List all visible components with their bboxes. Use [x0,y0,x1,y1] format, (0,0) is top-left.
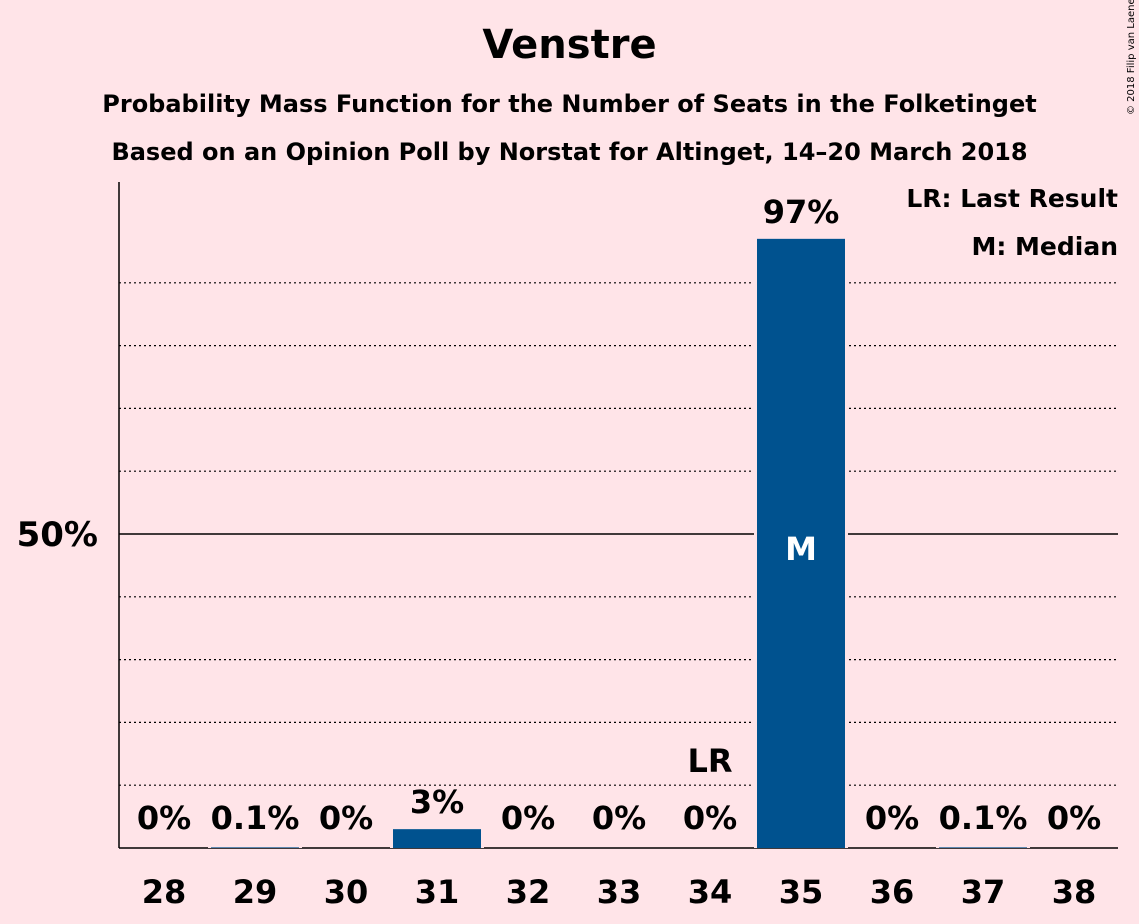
y-tick-label: 50% [17,515,98,555]
data-label: 0.1% [211,799,300,837]
data-label: 0% [137,799,191,837]
data-label: 3% [410,783,464,821]
last-result-marker: LR [687,742,732,780]
data-label: 0% [1047,799,1101,837]
chart-title: Venstre [482,22,657,68]
x-tick-label: 37 [961,873,1006,911]
data-label: 0% [865,799,919,837]
x-tick-label: 34 [688,873,733,911]
chart-subtitle-1: Probability Mass Function for the Number… [102,90,1037,118]
legend-median: M: Median [971,232,1118,261]
x-tick-label: 30 [324,873,369,911]
data-label: 0% [501,799,555,837]
x-tick-label: 28 [142,873,187,911]
data-label: 0% [683,799,737,837]
legend-last-result: LR: Last Result [906,184,1118,213]
data-label: 0% [592,799,646,837]
bar [211,847,299,848]
bar [939,847,1027,848]
x-tick-label: 36 [870,873,915,911]
bar [757,238,845,849]
x-tick-label: 31 [415,873,460,911]
x-tick-label: 29 [233,873,278,911]
bar-gap [936,844,1030,848]
data-label: 0.1% [939,799,1028,837]
data-label: 97% [763,193,840,231]
bar [393,829,481,848]
x-tick-label: 35 [779,873,824,911]
x-tick-label: 32 [506,873,551,911]
data-label: 0% [319,799,373,837]
median-marker: M [785,530,817,568]
bar-gap [208,844,302,848]
chart-subtitle-2: Based on an Opinion Poll by Norstat for … [111,138,1028,166]
x-tick-label: 33 [597,873,642,911]
x-tick-label: 38 [1052,873,1097,911]
